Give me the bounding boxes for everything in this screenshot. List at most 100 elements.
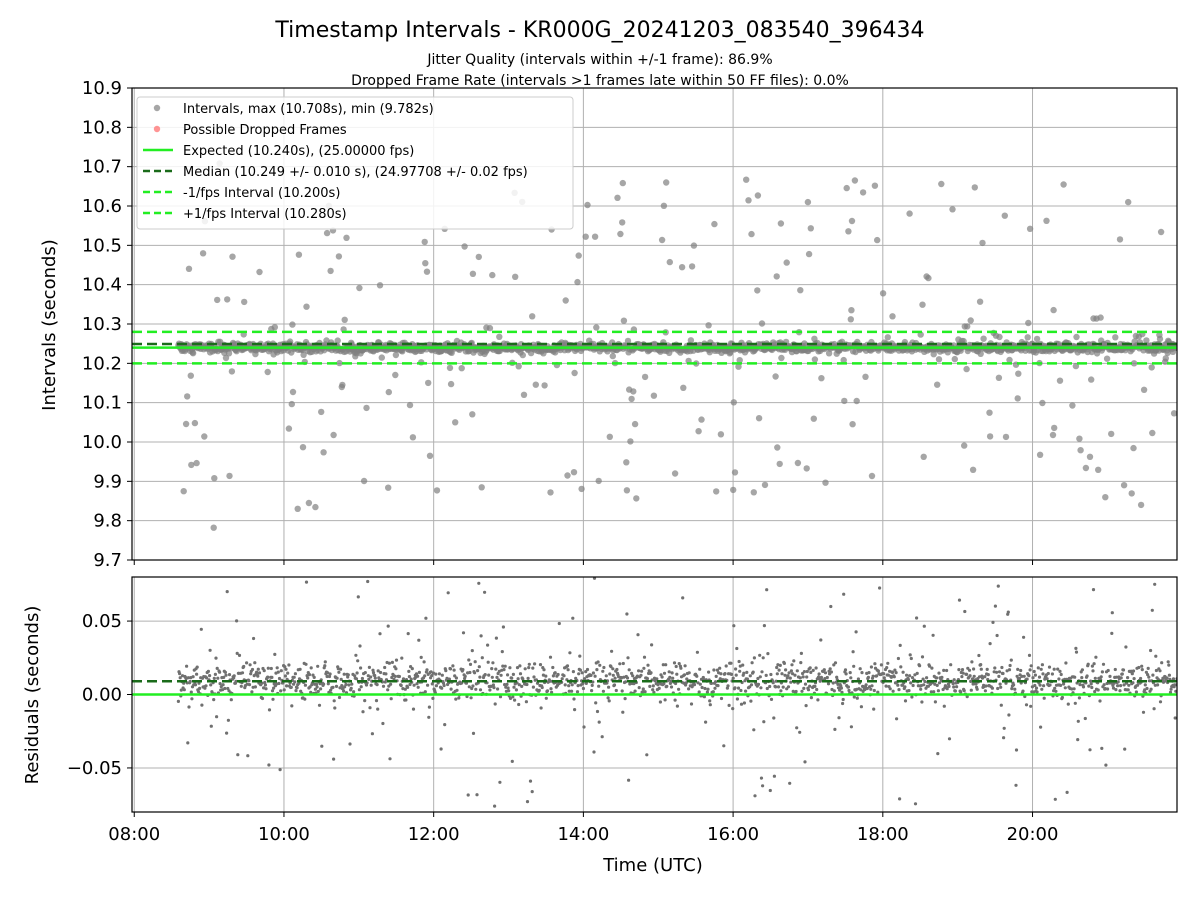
residual-point	[621, 661, 625, 666]
residual-point	[984, 684, 988, 688]
residual-point	[1110, 631, 1114, 636]
residual-point	[355, 671, 359, 675]
residual-point	[567, 684, 571, 688]
residual-point	[1151, 673, 1155, 677]
interval-point	[271, 324, 278, 331]
residual-point	[1100, 746, 1104, 751]
residual-point	[996, 584, 1000, 588]
residual-point	[486, 643, 490, 647]
residual-point	[1080, 668, 1084, 672]
residual-point	[798, 730, 802, 734]
residual-point	[271, 697, 275, 701]
residual-point	[843, 668, 848, 672]
residual-point	[893, 668, 897, 672]
residual-point	[1073, 701, 1077, 705]
interval-point	[874, 236, 881, 244]
residual-point	[503, 664, 507, 668]
residual-point	[731, 676, 735, 680]
residual-point	[909, 681, 913, 685]
residual-point	[848, 671, 852, 675]
residual-point	[449, 687, 453, 691]
legend-label: Intervals, max (10.708s), min (9.782s)	[183, 102, 434, 117]
residual-point	[1100, 670, 1104, 674]
residual-point	[1165, 676, 1169, 680]
residual-point	[189, 690, 193, 694]
residual-point	[556, 672, 560, 677]
residual-point	[758, 675, 762, 679]
residual-point	[1056, 667, 1060, 671]
residual-point	[467, 658, 471, 662]
top-ytick-label: 10.7	[82, 157, 122, 178]
residual-point	[208, 648, 212, 652]
residual-point	[876, 690, 880, 694]
residual-point	[1029, 664, 1033, 668]
residual-point	[844, 672, 848, 676]
residual-point	[1096, 688, 1100, 692]
residual-point	[260, 696, 265, 701]
residual-point	[523, 667, 527, 671]
residual-point	[1016, 667, 1020, 672]
interval-point	[327, 267, 334, 275]
residual-point	[804, 704, 808, 708]
residual-point	[753, 794, 757, 798]
residual-point	[669, 679, 673, 683]
interval-point	[628, 395, 635, 403]
residual-point	[752, 656, 757, 660]
residual-point	[507, 689, 511, 693]
residual-point	[795, 669, 799, 673]
residual-point	[180, 674, 185, 678]
interval-point	[1149, 429, 1156, 437]
residual-point	[293, 680, 297, 684]
residual-point	[679, 666, 683, 670]
interval-point	[1050, 306, 1057, 314]
residual-point	[527, 666, 531, 670]
residual-point	[745, 677, 750, 681]
residual-point	[1092, 662, 1096, 666]
interval-point	[469, 411, 476, 418]
residual-point	[962, 689, 966, 693]
residual-point	[813, 684, 817, 689]
interval-point	[745, 197, 752, 204]
residual-point	[567, 689, 571, 693]
residual-point	[480, 656, 484, 660]
residual-point	[726, 684, 730, 688]
interval-point	[489, 271, 496, 279]
residual-point	[412, 683, 416, 687]
residual-point	[664, 663, 668, 667]
residual-point	[361, 710, 365, 714]
interval-point	[822, 479, 829, 486]
interval-point	[849, 421, 856, 428]
residual-point	[681, 596, 685, 600]
residual-point	[463, 674, 467, 679]
interval-point	[805, 250, 813, 258]
residual-point	[1006, 610, 1010, 614]
residual-point	[951, 682, 955, 686]
residual-point	[918, 664, 922, 668]
top-ytick-label: 10.2	[82, 353, 122, 374]
interval-point	[299, 444, 307, 451]
residual-point	[1086, 662, 1090, 666]
legend-label: Expected (10.240s), (25.00000 fps)	[183, 144, 414, 159]
residual-point	[849, 676, 853, 680]
residual-point	[662, 671, 667, 675]
interval-point	[783, 259, 790, 266]
interval-point	[570, 469, 578, 476]
residual-point	[1039, 725, 1043, 729]
residual-point	[400, 656, 404, 660]
residual-point	[376, 669, 380, 673]
interval-point	[807, 225, 814, 232]
residual-point	[1111, 686, 1116, 690]
residual-point	[1136, 683, 1140, 687]
interval-point	[285, 425, 293, 432]
residual-point	[316, 689, 320, 694]
residual-point	[1156, 683, 1160, 687]
residual-point	[650, 643, 654, 647]
residual-point	[687, 671, 691, 675]
residual-point	[253, 661, 257, 665]
residual-point	[819, 638, 823, 642]
residual-point	[1027, 653, 1032, 658]
residual-point	[897, 688, 901, 692]
residual-point	[970, 660, 974, 664]
residual-point	[454, 676, 458, 680]
residual-point	[1053, 797, 1057, 801]
